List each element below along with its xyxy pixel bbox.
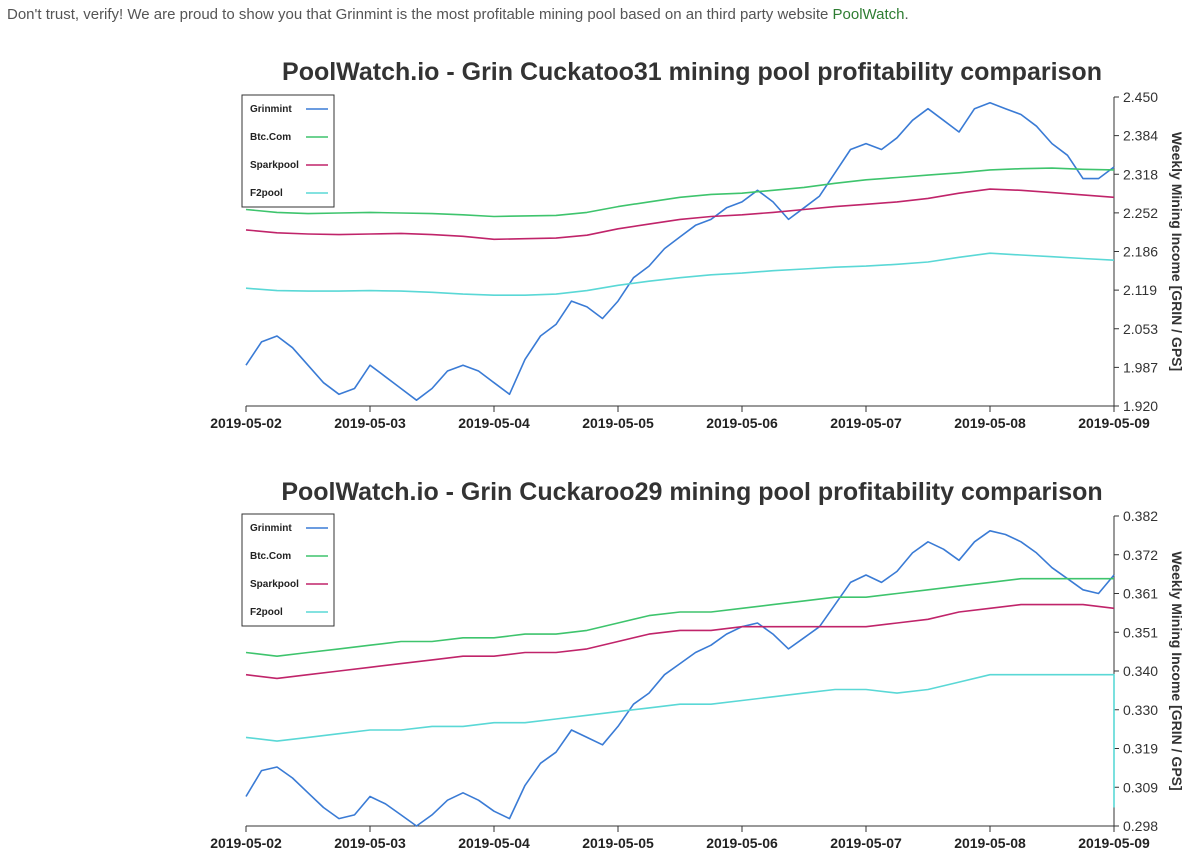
y-axis-label: Weekly Mining Income [GRIN / GPS] [1169, 551, 1185, 790]
y-tick-label: 0.298 [1123, 818, 1158, 834]
x-tick-label: 2019-05-06 [706, 835, 778, 851]
y-tick-label: 2.384 [1123, 128, 1158, 144]
intro-text: Don't trust, verify! We are proud to sho… [7, 6, 909, 23]
legend-label: Sparkpool [250, 160, 299, 171]
x-tick-label: 2019-05-03 [334, 415, 406, 431]
y-axis-label: Weekly Mining Income [GRIN / GPS] [1169, 132, 1185, 371]
x-tick-label: 2019-05-05 [582, 415, 654, 431]
x-tick-label: 2019-05-07 [830, 415, 902, 431]
chart-title: PoolWatch.io - Grin Cuckatoo31 mining po… [282, 58, 1102, 86]
y-tick-label: 2.252 [1123, 205, 1158, 221]
x-tick-label: 2019-05-08 [954, 835, 1026, 851]
y-tick-label: 2.318 [1123, 166, 1158, 182]
x-tick-label: 2019-05-05 [582, 835, 654, 851]
x-tick-label: 2019-05-02 [210, 835, 282, 851]
legend-box [241, 513, 335, 627]
legend-label: Grinmint [250, 523, 292, 534]
chart-cuckaroo29: PoolWatch.io - Grin Cuckaroo29 mining po… [0, 462, 1200, 862]
x-tick-label: 2019-05-06 [706, 415, 778, 431]
y-tick-label: 0.309 [1123, 779, 1158, 795]
y-tick-label: 0.330 [1123, 702, 1158, 718]
legend-label: Btc.Com [250, 132, 291, 143]
legend-label: Grinmint [250, 104, 292, 115]
legend-label: Btc.Com [250, 551, 291, 562]
y-tick-label: 0.319 [1123, 741, 1158, 757]
x-tick-label: 2019-05-09 [1078, 415, 1150, 431]
intro-suffix: . [904, 6, 909, 23]
x-tick-label: 2019-05-07 [830, 835, 902, 851]
x-tick-label: 2019-05-08 [954, 415, 1026, 431]
series-line-f2pool [245, 252, 1115, 296]
y-tick-label: 0.361 [1123, 586, 1158, 602]
legend-label: F2pool [250, 607, 283, 618]
y-tick-label: 1.920 [1123, 398, 1158, 414]
x-tick-label: 2019-05-04 [458, 835, 530, 851]
y-tick-label: 0.351 [1123, 624, 1158, 640]
series-line-btc-com [245, 577, 1114, 657]
y-tick-label: 0.382 [1123, 508, 1158, 524]
y-tick-label: 1.987 [1123, 359, 1158, 375]
x-tick-label: 2019-05-03 [334, 835, 406, 851]
series-line-grinmint [245, 530, 1115, 827]
chart-cuckaroo29-svg: PoolWatch.io - Grin Cuckaroo29 mining po… [210, 478, 1185, 851]
chart-title: PoolWatch.io - Grin Cuckaroo29 mining po… [281, 478, 1102, 506]
y-tick-label: 0.340 [1123, 663, 1158, 679]
series-line-sparkpool [245, 603, 1115, 680]
y-tick-label: 2.450 [1123, 89, 1158, 105]
legend-box [241, 94, 335, 208]
legend-label: Sparkpool [250, 579, 299, 590]
chart-cuckatoo31: PoolWatch.io - Grin Cuckatoo31 mining po… [0, 40, 1200, 445]
chart-cuckatoo31-svg: PoolWatch.io - Grin Cuckatoo31 mining po… [210, 58, 1185, 431]
y-tick-label: 0.372 [1123, 547, 1158, 563]
series-line-f2pool [245, 673, 1115, 808]
x-tick-label: 2019-05-02 [210, 415, 282, 431]
series-line-btc-com [245, 167, 1115, 218]
series-line-sparkpool [245, 188, 1115, 241]
x-tick-label: 2019-05-09 [1078, 835, 1150, 851]
x-tick-label: 2019-05-04 [458, 415, 530, 431]
poolwatch-link[interactable]: PoolWatch [832, 6, 905, 23]
y-tick-label: 2.186 [1123, 244, 1158, 260]
legend-label: F2pool [250, 188, 283, 199]
series-line-grinmint [245, 101, 1115, 402]
y-tick-label: 2.119 [1123, 282, 1157, 298]
intro-sentence: Don't trust, verify! We are proud to sho… [7, 6, 833, 23]
y-tick-label: 2.053 [1123, 321, 1158, 337]
